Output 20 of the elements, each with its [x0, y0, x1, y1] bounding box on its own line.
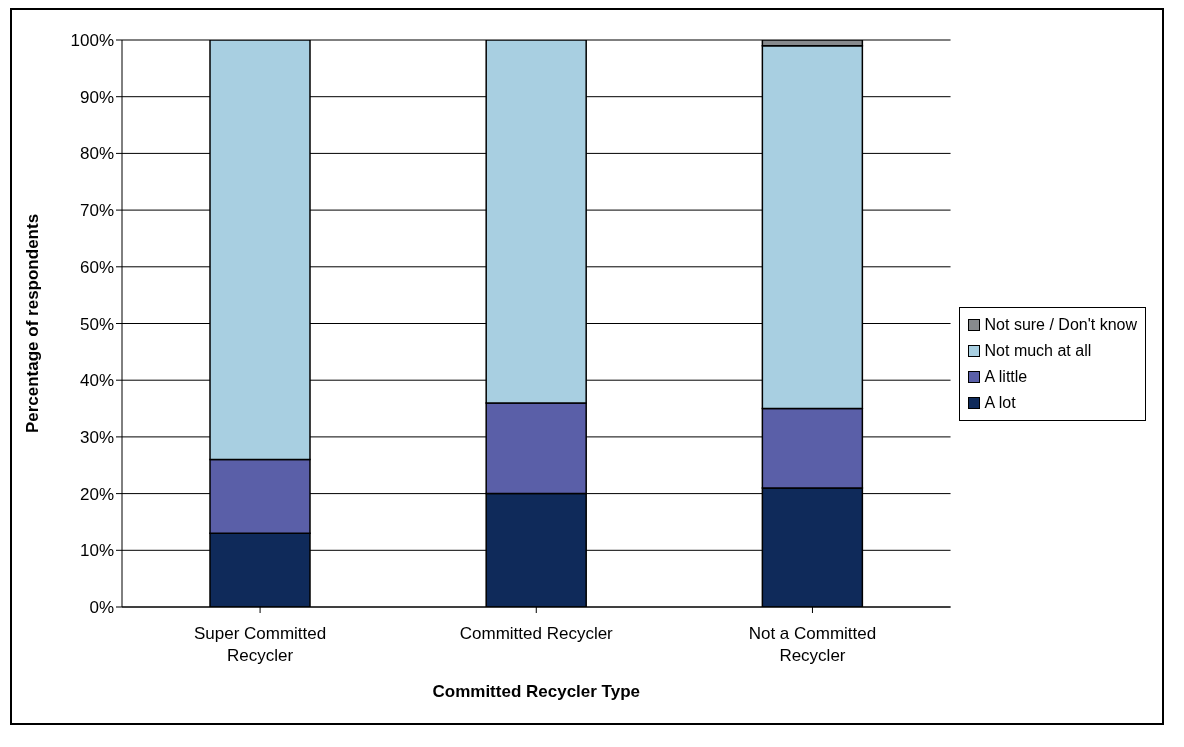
legend-label: Not sure / Don't know: [984, 315, 1137, 334]
y-tick-label: 30%: [79, 427, 114, 447]
legend-label: A lot: [984, 393, 1016, 412]
y-axis-title: Percentage of respondents: [23, 213, 43, 434]
y-tick-label: 40%: [79, 371, 114, 391]
legend-label: A little: [984, 367, 1028, 386]
x-axis-title: Committed Recycler Type: [432, 682, 641, 701]
y-tick-label: 90%: [79, 87, 114, 107]
y-tick-label: 50%: [79, 314, 114, 334]
y-tick-label: 10%: [79, 541, 114, 561]
x-tick-label: Not a Committed Recycler: [748, 624, 877, 665]
x-tick-label: Committed Recycler: [459, 624, 614, 643]
y-tick-label: 20%: [79, 484, 114, 504]
y-tick-label: 100%: [70, 31, 114, 51]
y-tick-label: 0%: [89, 598, 114, 618]
legend-label: Not much at all: [984, 341, 1092, 360]
y-tick-label: 70%: [79, 201, 114, 221]
y-tick-label: 80%: [79, 144, 114, 164]
y-tick-label: 60%: [79, 257, 114, 277]
x-tick-label: Super Committed Recycler: [193, 624, 327, 665]
